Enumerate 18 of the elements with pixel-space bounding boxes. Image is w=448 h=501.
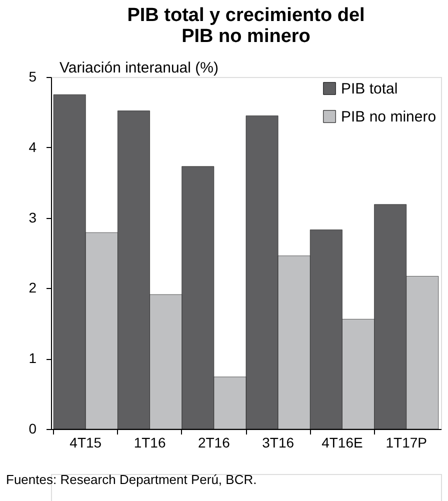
y-tick-label: 3 [28, 209, 37, 226]
y-tick-label: 4 [28, 138, 37, 155]
text: PIB total y crecimiento del [127, 5, 365, 26]
legend-label: PIB total [341, 80, 398, 98]
x-tick-label: 3T16 [262, 434, 294, 450]
x-tick-label: 2T16 [198, 434, 230, 450]
x-tick-label: 4T15 [70, 434, 102, 450]
source-note: Fuentes: Research Department Perú, BCR. [6, 472, 257, 487]
y-tick-label: 2 [28, 280, 37, 296]
text: PIB no minero [182, 26, 310, 47]
x-tick-label: 1T17P [386, 434, 427, 450]
y-tick-label: 5 [28, 68, 37, 84]
y-tick-label: 0 [28, 420, 37, 436]
x-tick-label: 4T16E [322, 434, 363, 450]
legend-label: PIB no minero [341, 108, 436, 126]
y-tick-label: 1 [28, 350, 37, 366]
x-tick-label: 1T16 [134, 434, 166, 450]
y-axis-title: Variación interanual (%) [60, 60, 218, 76]
